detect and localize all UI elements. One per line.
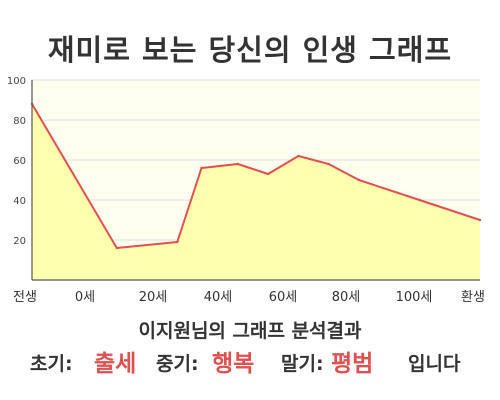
- data-point: [266, 172, 270, 176]
- result-suffix: 입니다: [408, 353, 461, 375]
- page-title: 재미로 보는 당신의 인생 그래프: [47, 33, 453, 67]
- axes: [31, 80, 480, 281]
- data-point: [200, 166, 203, 170]
- y-tick-label: 20: [13, 236, 26, 247]
- x-tick-label: 40세: [204, 290, 233, 305]
- data-point: [357, 178, 361, 182]
- x-tick-label: 0세: [75, 290, 95, 305]
- y-tick-label: 80: [13, 116, 26, 127]
- area-fill: [32, 104, 480, 280]
- x-tick-label: 전생: [13, 290, 37, 305]
- x-tick-label: 환생: [461, 290, 485, 305]
- result-summary: 초기: 출세 중기: 행복 말기: 평범 입니다: [0, 348, 500, 380]
- mid-label: 중기:: [156, 353, 199, 375]
- late-label: 말기:: [281, 353, 324, 375]
- x-tick-label: 60세: [269, 290, 298, 305]
- y-axis-ticks: 20 40 60 80 100: [7, 76, 26, 247]
- data-point: [297, 154, 300, 158]
- y-tick-label: 40: [13, 196, 26, 207]
- x-axis-ticks: 전생 0세 20세 40세 60세 80세 100세 환생: [13, 290, 485, 305]
- data-point: [236, 162, 240, 166]
- early-label: 초기:: [30, 353, 73, 375]
- x-tick-label: 80세: [332, 290, 361, 305]
- data-point: [115, 246, 118, 250]
- mid-value: 행복: [212, 351, 255, 377]
- late-value: 평범: [331, 351, 374, 377]
- data-point: [478, 218, 482, 222]
- early-value: 출세: [94, 351, 137, 377]
- x-tick-label: 100세: [396, 290, 433, 305]
- data-point: [418, 198, 421, 202]
- x-tick-label: 20세: [139, 290, 168, 305]
- data-point: [176, 240, 179, 244]
- y-tick-label: 60: [13, 156, 26, 167]
- life-graph-chart: 20 40 60 80 100 전생 0세 20세 40세 60세 80세 100세 환생: [7, 76, 485, 305]
- data-point: [327, 162, 330, 166]
- result-heading: 이지원님의 그래프 분석결과: [138, 320, 362, 342]
- y-tick-label: 100: [7, 76, 26, 87]
